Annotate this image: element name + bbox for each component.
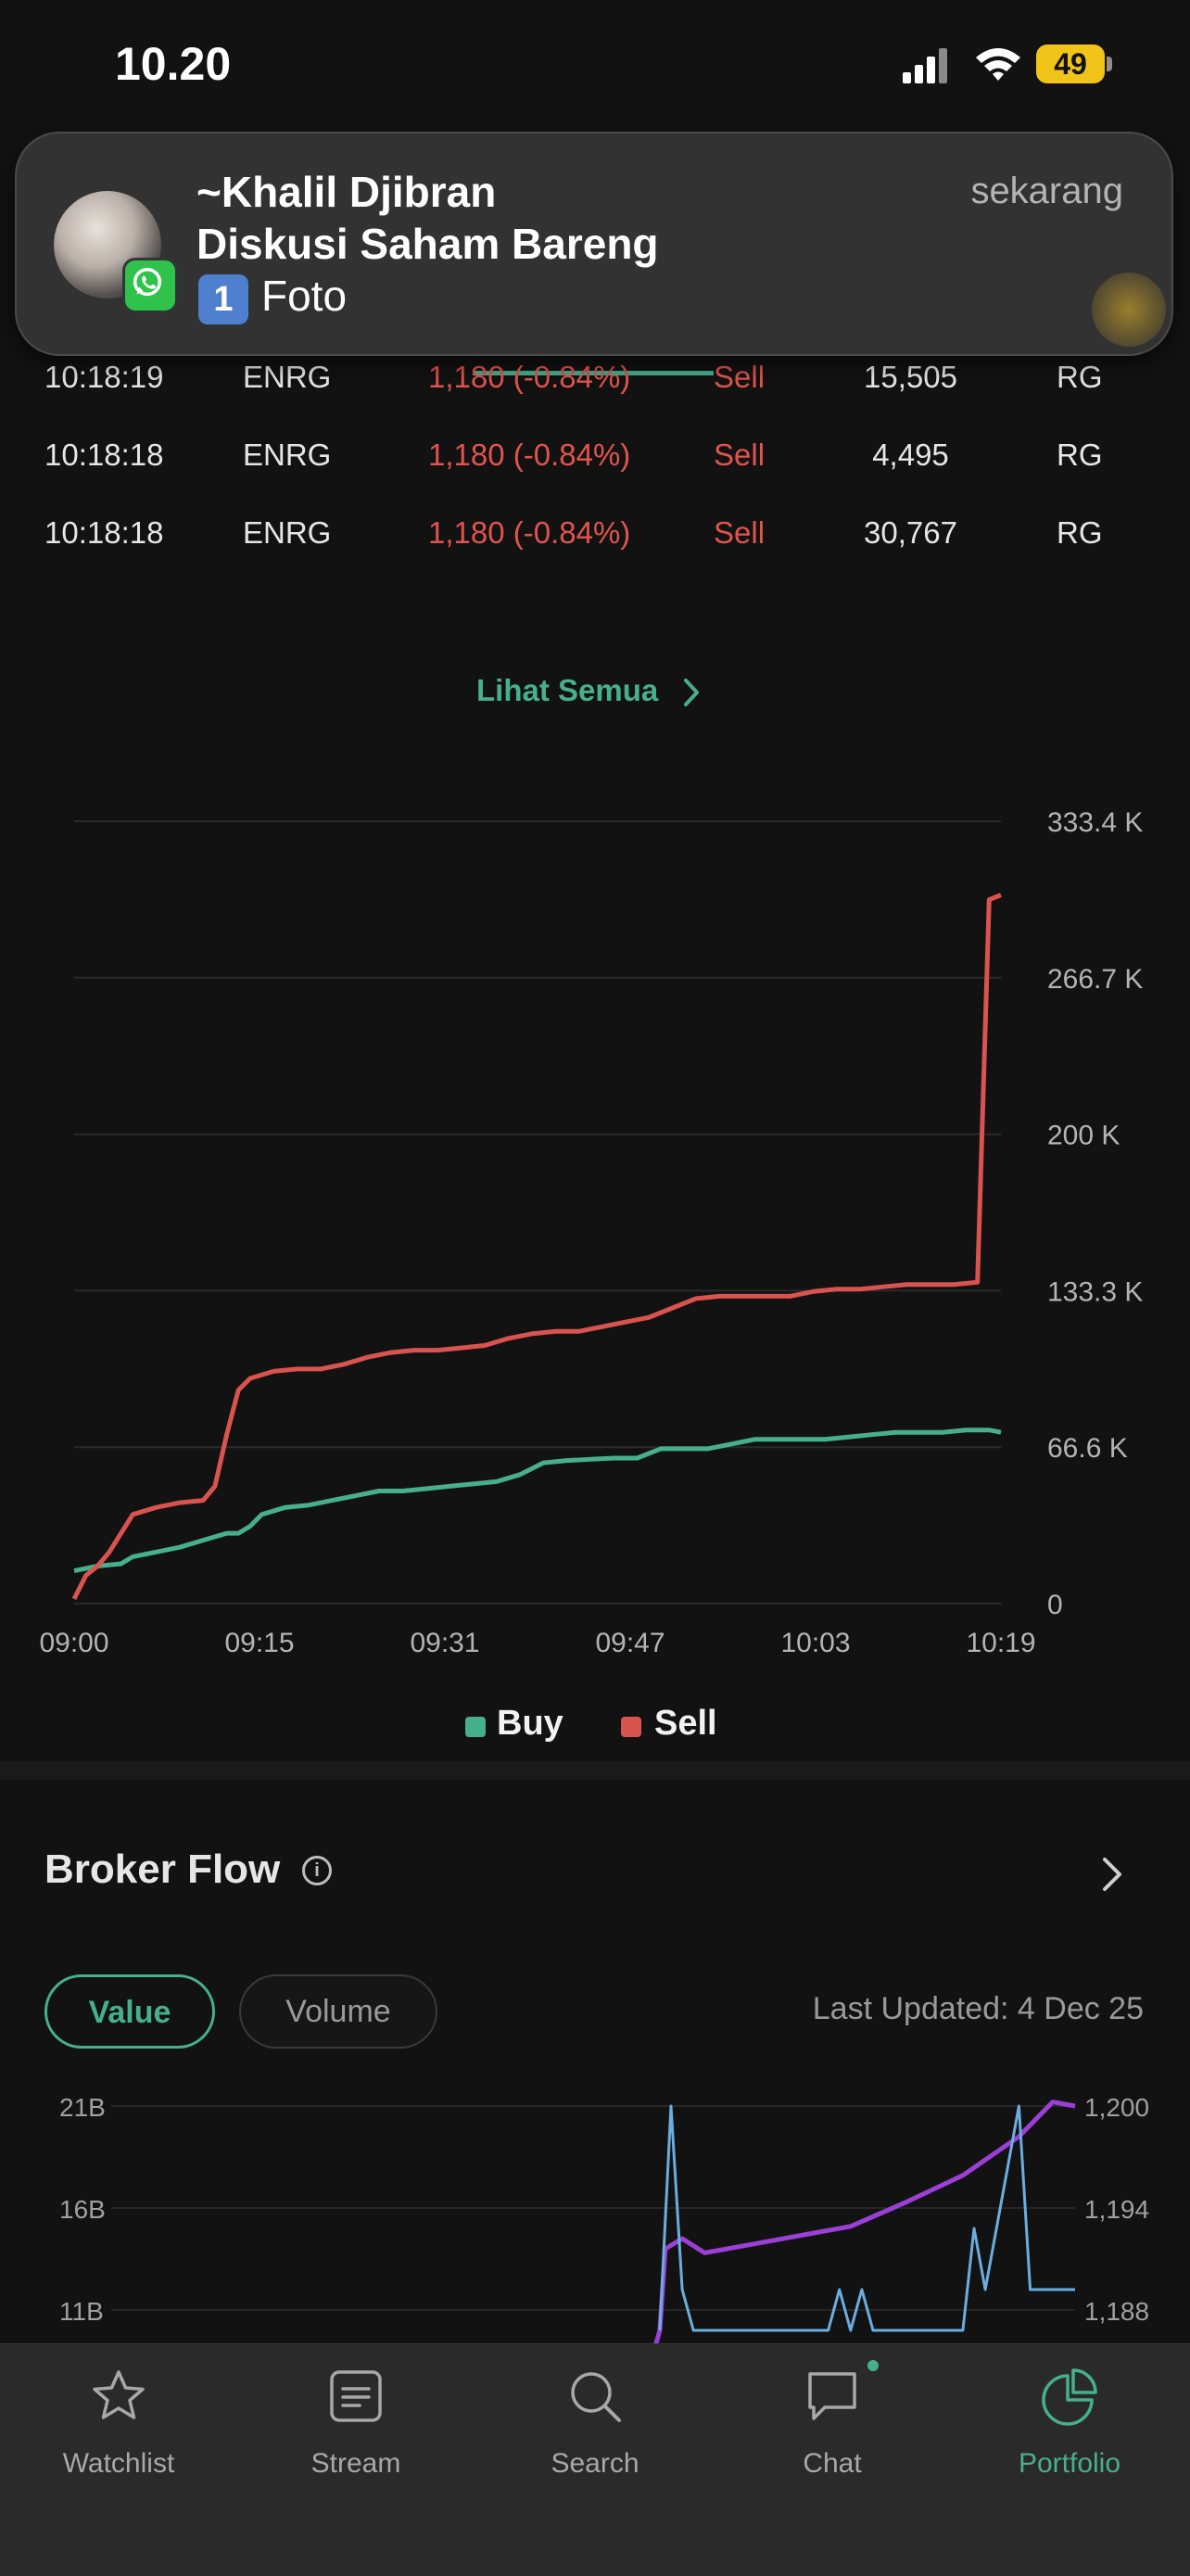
chat-unread-dot — [867, 2360, 879, 2371]
chevron-right-icon[interactable] — [1099, 1854, 1125, 1895]
y-tick-label: 266.7 K — [1047, 964, 1143, 995]
chat-icon — [808, 2372, 856, 2420]
search-icon — [571, 2372, 621, 2422]
tab-chat[interactable]: Chat — [714, 2344, 951, 2530]
tab-active-underline — [473, 371, 714, 375]
y-tick-label: 200 K — [1047, 1121, 1120, 1151]
tab-label: Portfolio — [1018, 2448, 1121, 2479]
trade-price: 1,180 (-0.84%) — [428, 515, 631, 550]
series-sell-line — [71, 893, 1002, 1601]
tab-label: Stream — [310, 2448, 401, 2479]
status-time: 10.20 — [115, 38, 232, 90]
trade-stock: ENRG — [243, 515, 332, 550]
trade-board: RG — [1057, 438, 1103, 472]
tab-volume[interactable]: Volume — [239, 1974, 437, 2049]
y-left-tick-label: 21B — [59, 2093, 106, 2122]
notification-time: sekarang — [970, 171, 1123, 211]
y-tick-label: 333.4 K — [1047, 807, 1143, 838]
trade-volume: 30,767 — [864, 515, 957, 550]
info-icon[interactable]: i — [302, 1856, 332, 1885]
x-tick-label: 09:31 — [410, 1628, 479, 1658]
x-tick-label: 09:00 — [39, 1628, 108, 1658]
keycap-one-icon: 1 — [198, 274, 248, 324]
trade-volume: 15,505 — [864, 360, 957, 394]
y-right-tick-label: 1,200 — [1084, 2093, 1149, 2122]
tab-portfolio[interactable]: Portfolio — [951, 2344, 1188, 2530]
sell-legend-swatch — [621, 1717, 641, 1737]
trade-time: 10:18:18 — [44, 438, 164, 472]
y-left-tick-label: 16B — [59, 2195, 106, 2224]
tab-watchlist[interactable]: Watchlist — [0, 2344, 237, 2530]
trade-stock: ENRG — [243, 438, 332, 472]
tab-value[interactable]: Value — [44, 1974, 215, 2049]
legend-sell: Sell — [654, 1704, 717, 1743]
y-right-tick-label: 1,194 — [1084, 2195, 1149, 2224]
broker-flow-chart: 21B 16B 11B 1,200 1,194 1,188 — [59, 2093, 1149, 2343]
broker-value-line — [658, 2104, 1075, 2332]
notification-sender: ~Khalil Djibran — [196, 168, 497, 216]
notification-glow — [1092, 273, 1166, 347]
x-tick-label: 09:15 — [224, 1628, 294, 1658]
star-icon — [93, 2370, 145, 2419]
y-tick-label: 66.6 K — [1047, 1433, 1128, 1464]
trade-stock: ENRG — [243, 360, 332, 394]
battery-percent: 49 — [1054, 47, 1087, 81]
trade-board: RG — [1057, 515, 1103, 550]
buy-legend-swatch — [465, 1717, 486, 1737]
broker-price-line — [653, 2100, 1076, 2343]
battery-icon: 49 — [1036, 44, 1112, 85]
broker-flow-title: Broker Flow — [44, 1846, 281, 1892]
series-buy-line — [73, 1428, 1002, 1574]
section-divider — [0, 1761, 1190, 1780]
notification-group: Diskusi Saham Bareng — [196, 220, 659, 268]
home-indicator — [439, 2547, 751, 2557]
tab-label: Chat — [803, 2448, 862, 2479]
see-all-link[interactable]: Lihat Semua — [476, 673, 659, 707]
trade-volume: 4,495 — [872, 438, 949, 472]
y-tick-label: 0 — [1047, 1590, 1063, 1620]
notification-banner[interactable]: ~Khalil Djibran Diskusi Saham Bareng 1 F… — [15, 132, 1173, 356]
portfolio-icon — [1042, 2368, 1097, 2426]
chart-legend: Buy Sell — [0, 1704, 1190, 1750]
x-tick-label: 10:03 — [780, 1628, 850, 1658]
x-tick-label: 09:47 — [595, 1628, 665, 1658]
trade-board: RG — [1057, 360, 1103, 394]
buy-sell-chart: 333.4 K 266.7 K 200 K 133.3 K 66.6 K 0 09:00 09… — [39, 807, 1143, 1658]
trade-row[interactable]: 10:18:18 ENRG 1,180 (-0.84%) Sell 4,495 … — [0, 438, 1190, 493]
trade-row[interactable]: 10:18:18 ENRG 1,180 (-0.84%) Sell 30,767… — [0, 515, 1190, 571]
trade-time: 10:18:19 — [44, 360, 164, 394]
trade-action: Sell — [714, 515, 766, 550]
legend-buy: Buy — [497, 1704, 563, 1743]
tab-label: Watchlist — [62, 2448, 175, 2479]
trade-price: 1,180 (-0.84%) — [428, 438, 631, 472]
x-tick-label: 10:19 — [966, 1628, 1035, 1658]
trade-action: Sell — [714, 360, 766, 394]
trade-action: Sell — [714, 438, 766, 472]
y-left-tick-label: 11B — [59, 2297, 104, 2326]
y-tick-label: 133.3 K — [1047, 1276, 1143, 1307]
whatsapp-icon — [122, 258, 178, 313]
trade-row[interactable]: 10:18:19 ENRG 1,180 (-0.84%) Sell 15,505… — [0, 360, 1190, 415]
last-updated: Last Updated: 4 Dec 25 — [812, 1991, 1144, 2026]
notification-message: Foto — [261, 272, 348, 320]
chevron-right-icon[interactable] — [680, 677, 703, 708]
tab-label: Search — [551, 2448, 639, 2479]
signal-icon — [903, 48, 947, 83]
stream-icon — [330, 2370, 382, 2422]
wifi-icon — [976, 48, 1020, 81]
tab-stream[interactable]: Stream — [237, 2344, 475, 2530]
trade-time: 10:18:18 — [44, 515, 164, 550]
trade-price: 1,180 (-0.84%) — [428, 360, 631, 394]
y-right-tick-label: 1,188 — [1084, 2297, 1149, 2326]
bottom-tab-bar: Watchlist Stream Search Chat Portfolio — [0, 2343, 1190, 2576]
tab-search[interactable]: Search — [476, 2344, 714, 2530]
